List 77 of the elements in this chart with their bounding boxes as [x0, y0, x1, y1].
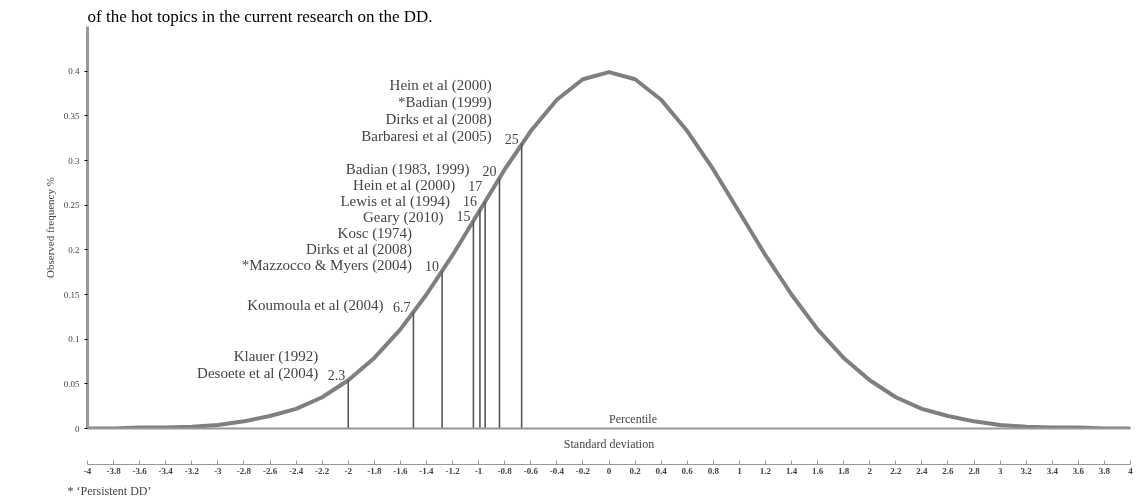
x-tick-label: 0: [606, 465, 612, 476]
annotation: 20: [482, 164, 497, 180]
annotation: Geary (2010): [363, 208, 444, 226]
annotation: 6.7: [392, 300, 411, 316]
x-tick-label: -2: [344, 465, 353, 476]
annotation: Klauer (1992): [233, 347, 319, 365]
x-tick-label: 3.8: [1098, 465, 1111, 476]
annotation: Dirks et al (2008): [385, 111, 492, 129]
x-tick-label: -1.2: [445, 465, 461, 476]
y-tick-label: 0.25: [63, 200, 80, 211]
x-tick-label: -3.8: [106, 465, 122, 476]
x-tick-label: -2.2: [315, 465, 330, 476]
text: * ‘Persistent DD’: [67, 483, 152, 498]
x-tick-label: -3.4: [158, 465, 174, 476]
x-tick-label: 3.4: [1046, 465, 1059, 476]
x-tick-label: 0.4: [655, 465, 668, 476]
x-tick-label: 1.4: [785, 465, 798, 476]
x-tick-label: 1.2: [759, 465, 772, 476]
annotation: Hein et al (2000): [389, 77, 492, 95]
x-tick-label: -0.8: [497, 465, 513, 476]
x-tick-label: -2.4: [288, 465, 304, 476]
x-tick-label: -2.6: [262, 465, 278, 476]
x-tick-label: 2.8: [968, 465, 981, 476]
x-tick-label: -3.2: [184, 465, 200, 476]
y-tick-label: 0.4: [68, 66, 80, 77]
y-tick-label: 0.35: [63, 110, 80, 121]
x-tick-label: 3: [997, 465, 1003, 476]
x-tick-label: 2.6: [942, 465, 955, 476]
annotation: 2.3: [327, 368, 346, 384]
x-tick-label: -1.8: [367, 465, 382, 476]
x-axis-title: Standard deviation: [563, 436, 655, 451]
x-tick-label: 2: [867, 465, 873, 476]
x-tick-label: -0.4: [549, 465, 565, 476]
annotation: Lewis et al (1994): [340, 192, 450, 210]
x-tick-label: -0.6: [523, 465, 539, 476]
annotation: Badian (1983, 1999): [345, 160, 470, 178]
annotation: Barbaresi et al (2005): [361, 128, 492, 146]
x-tick-label: 3.2: [1020, 465, 1033, 476]
annotation: *Badian (1999): [397, 94, 492, 112]
x-tick-label: 0.6: [681, 465, 694, 476]
y-axis-title: Observed frequency %: [43, 177, 56, 278]
x-tick-label: 2.4: [916, 465, 929, 476]
annotation: *Mazzocco & Myers (2004): [241, 256, 413, 274]
x-tick-label: -3.6: [132, 465, 148, 476]
y-tick-label: 0.1: [68, 334, 80, 345]
annotation: 16: [462, 194, 477, 210]
x-tick-label: -1.4: [419, 465, 435, 476]
x-tick-label: 0.2: [629, 465, 642, 476]
y-tick-label: 0.3: [68, 155, 80, 166]
text: of the hot topics in the current research on the DD.: [87, 6, 433, 26]
x-tick-label: -0.2: [575, 465, 591, 476]
annotation: 17: [468, 179, 483, 195]
x-tick-label: -1.6: [393, 465, 409, 476]
x-tick-label: -2.8: [236, 465, 252, 476]
x-tick-label: -3: [214, 465, 223, 476]
annotation: Koumoula et al (2004): [247, 296, 384, 314]
annotation: 25: [504, 131, 519, 147]
y-tick-label: 0.05: [63, 378, 80, 389]
x-tick-label: -1: [474, 465, 483, 476]
x-tick-label: 0.8: [707, 465, 720, 476]
x-tick-label: 3.6: [1072, 465, 1085, 476]
y-tick-label: 0: [75, 423, 80, 434]
x-tick-label: 1: [737, 465, 743, 476]
annotation: Hein et al (2000): [353, 176, 456, 194]
x-tick-label: 4: [1128, 465, 1134, 476]
annotation: 15: [456, 209, 471, 225]
x-tick-label: 2.2: [890, 465, 902, 476]
annotation: Dirks et al (2008): [305, 240, 413, 258]
x-tick-label: -4: [83, 465, 92, 476]
x-tick-label: 1.8: [838, 465, 850, 476]
annotation: Percentile: [609, 411, 657, 426]
y-tick-label: 0.15: [63, 289, 80, 300]
x-tick-label: 1.6: [811, 465, 824, 476]
annotation: Desoete et al (2004): [197, 364, 319, 382]
annotation: Kosc (1974): [337, 224, 413, 242]
y-tick-label: 0.2: [68, 244, 80, 255]
annotation: 10: [425, 259, 440, 275]
